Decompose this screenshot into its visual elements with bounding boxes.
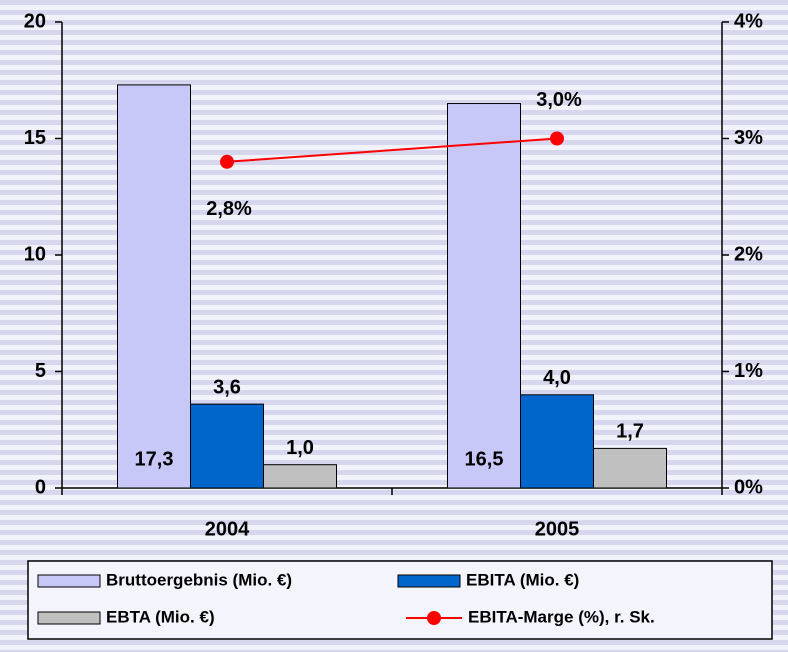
legend-label: Bruttoergebnis (Mio. €) [106, 570, 292, 589]
bar [263, 464, 337, 489]
x-tick-label: 2004 [205, 518, 250, 540]
y2-tick-label: 4% [734, 10, 763, 32]
data-label: 17,3 [135, 448, 174, 470]
y2-tick-label: 2% [734, 243, 763, 265]
legend-marker [427, 611, 441, 625]
y-tick-label: 0 [35, 476, 46, 498]
data-label: 1,0 [286, 437, 314, 459]
data-label: 1,7 [616, 421, 644, 443]
legend-label: EBTA (Mio. €) [106, 607, 215, 626]
data-label: 2,8% [206, 198, 252, 220]
y-tick-label: 10 [24, 243, 46, 265]
legend-swatch [37, 611, 101, 625]
bar [593, 447, 667, 489]
data-label: 3,6 [213, 376, 241, 398]
y-tick-label: 15 [24, 127, 46, 149]
data-label: 4,0 [543, 367, 571, 389]
legend-label: EBITA (Mio. €) [466, 570, 579, 589]
data-label: 3,0% [536, 89, 582, 111]
y-tick-label: 20 [24, 10, 46, 32]
y2-tick-label: 0% [734, 476, 763, 498]
y2-tick-label: 3% [734, 127, 763, 149]
legend-swatch [397, 574, 461, 588]
y-tick-label: 5 [35, 360, 46, 382]
legend-swatch [37, 574, 101, 588]
legend-box [27, 560, 773, 640]
line-point [220, 154, 234, 169]
bar [447, 103, 521, 489]
y2-tick-label: 1% [734, 360, 763, 382]
bar [520, 394, 594, 489]
x-tick-label: 2005 [535, 518, 580, 540]
line [226, 137, 558, 163]
legend-label: EBITA-Marge (%), r. Sk. [468, 607, 655, 626]
data-label: 16,5 [465, 448, 504, 470]
bar [190, 403, 264, 489]
bar [117, 84, 191, 489]
line-point [550, 131, 564, 146]
